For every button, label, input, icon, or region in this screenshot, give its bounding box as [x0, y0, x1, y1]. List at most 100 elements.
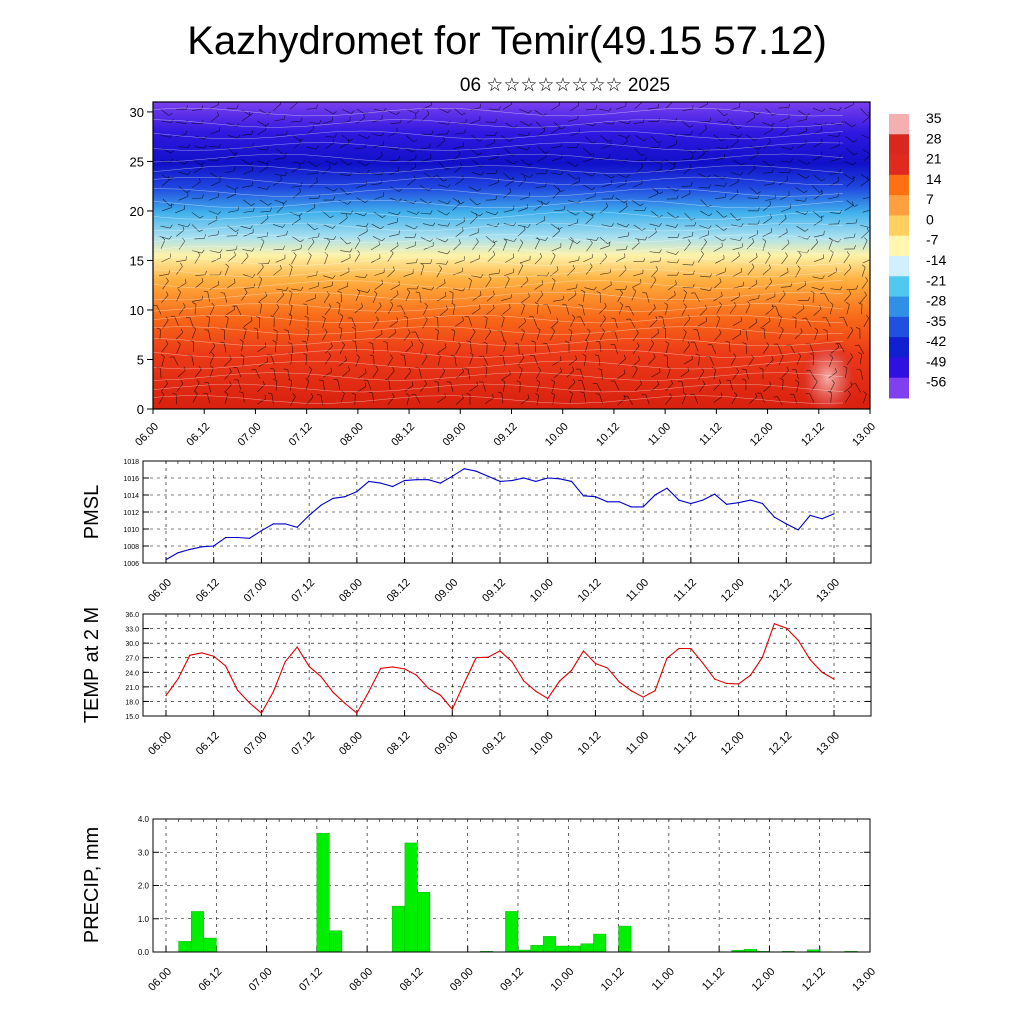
wind-barb: [257, 266, 264, 276]
wind-barb: [405, 245, 416, 250]
wind-barb: [208, 317, 210, 328]
wind-barb-flag: [552, 252, 556, 256]
wind-barb: [389, 233, 399, 237]
wind-barb: [778, 293, 786, 303]
wind-barb: [582, 147, 591, 155]
wind-barb: [683, 318, 691, 327]
wind-barb-flag: [590, 239, 593, 244]
wind-barb: [667, 212, 676, 219]
wind-barb-flag: [795, 379, 799, 383]
wind-barb-flag: [676, 259, 680, 264]
streamline: [153, 337, 844, 347]
wind-barb: [274, 342, 277, 353]
wind-barb: [730, 296, 740, 302]
wind-barb-flag: [356, 354, 360, 358]
wind-barb-flag: [356, 288, 361, 292]
wind-barb: [358, 134, 368, 139]
wind-barb-flag: [866, 227, 869, 232]
wind-barb-flag: [704, 238, 707, 243]
wind-barb: [161, 207, 172, 212]
wind-barb-flag: [468, 277, 472, 281]
wind-barb: [846, 288, 857, 291]
wind-barb: [763, 217, 772, 224]
wind-barb: [729, 380, 733, 391]
wind-barb: [682, 158, 693, 161]
wind-barb-flag: [447, 109, 451, 113]
wind-barb: [599, 341, 602, 352]
wind-barb: [471, 308, 481, 315]
wind-barb: [778, 355, 784, 366]
wind-barb-flag: [270, 367, 275, 370]
wind-barb-flag: [576, 143, 579, 148]
wind-barb: [553, 299, 563, 302]
wind-barb: [648, 343, 654, 353]
wind-barb: [503, 172, 511, 180]
colorbar-swatch: [889, 256, 909, 277]
wind-barb: [273, 369, 276, 380]
wind-barb-flag: [688, 239, 691, 244]
wind-barb-flag: [520, 239, 524, 243]
wind-barb: [617, 398, 626, 406]
wind-barb: [224, 293, 228, 303]
wind-barb-flag: [594, 354, 599, 357]
wind-barb-flag: [632, 288, 637, 292]
wind-barb-flag: [211, 352, 215, 356]
wind-barb: [421, 158, 431, 163]
wind-barb: [568, 200, 579, 204]
wind-barb: [550, 223, 560, 230]
wind-barb: [711, 344, 717, 355]
x-tick-label: 08.00: [338, 421, 366, 449]
wind-barb: [356, 184, 367, 188]
wind-barb: [468, 186, 478, 192]
wind-barb-flag: [220, 292, 225, 294]
wind-barb-flag: [526, 146, 530, 151]
wind-barb: [226, 309, 235, 315]
wind-barb: [683, 344, 691, 353]
wind-barb: [846, 304, 850, 315]
wind-barb-flag: [288, 264, 293, 268]
wind-barb-flag: [351, 327, 356, 330]
wind-barb: [797, 130, 807, 135]
wind-barb-flag: [477, 188, 481, 192]
wind-barb: [194, 237, 205, 240]
wind-barb: [520, 121, 530, 127]
wind-barb: [209, 146, 220, 148]
wind-barb-flag: [673, 162, 676, 167]
wind-barb-flag: [753, 113, 756, 118]
temp-point: [189, 654, 191, 656]
wind-barb-flag: [204, 234, 206, 239]
temp-point: [177, 678, 179, 680]
wind-barb: [763, 384, 772, 392]
wind-barb-flag: [171, 118, 174, 123]
temp-x-tick-label: 13.00: [814, 730, 842, 758]
wind-barb-flag: [272, 340, 277, 343]
wind-barb: [162, 280, 169, 290]
wind-barb-flag: [219, 249, 223, 253]
wind-barb: [780, 160, 791, 163]
wind-barb: [618, 235, 629, 239]
wind-barb-flag: [410, 341, 414, 346]
wind-barb-flag: [675, 224, 679, 228]
wind-barb: [209, 284, 219, 290]
pmsl-y-tick-label: 1018: [123, 459, 139, 466]
wind-barb: [371, 173, 382, 176]
wind-barb-flag: [578, 256, 580, 261]
temp-point: [523, 680, 525, 682]
temp-point: [475, 657, 477, 659]
wind-barb-flag: [338, 326, 343, 329]
wind-barb: [450, 382, 454, 392]
wind-barb-flag: [427, 110, 430, 115]
colorbar-swatch: [889, 154, 909, 176]
wind-barb: [814, 193, 823, 200]
wind-barb: [486, 307, 495, 315]
wind-barb: [732, 159, 742, 166]
wind-barb-flag: [250, 316, 253, 321]
wind-barb-flag: [682, 391, 687, 395]
wind-barb: [713, 396, 723, 403]
wind-barb-flag: [248, 111, 251, 116]
wind-barb: [437, 355, 441, 366]
wind-barb: [194, 369, 202, 378]
wind-barb-flag: [858, 351, 862, 355]
